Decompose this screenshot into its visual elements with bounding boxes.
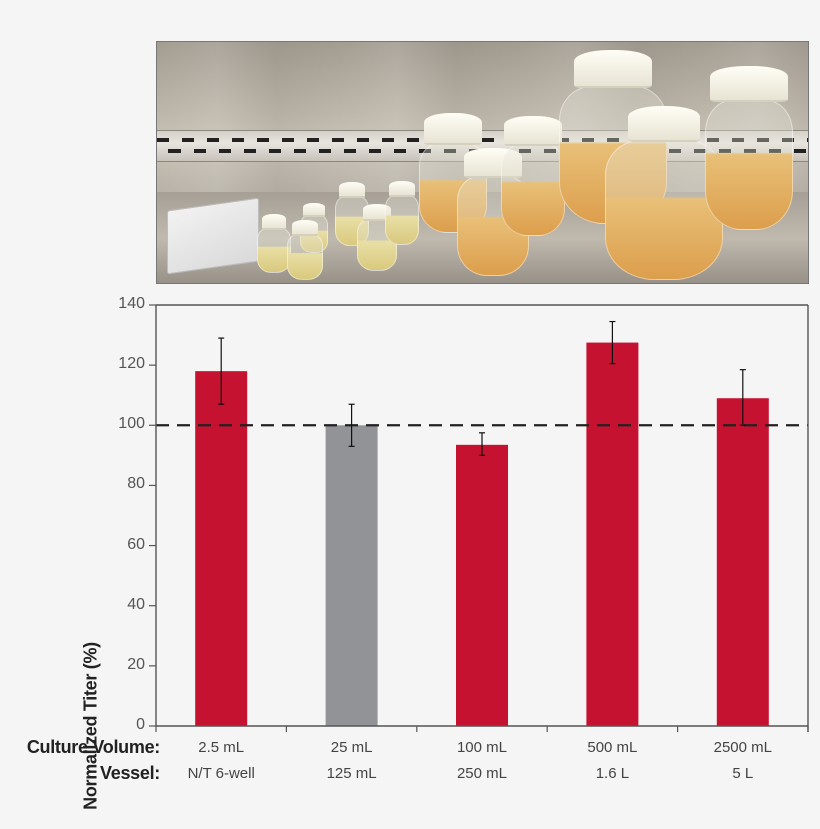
rail-slots-top (157, 138, 808, 142)
culture-flask (605, 106, 723, 280)
flask-cap (710, 66, 788, 102)
flask-body (257, 228, 291, 273)
chart-canvas (149, 304, 809, 732)
culture-flask (287, 220, 323, 280)
bar (716, 398, 769, 726)
culture-flask (501, 116, 565, 236)
bar-chart: Normalized Titer (%) 0 20 40 60 80 100 120 140 … (0, 290, 820, 810)
flask-cap (292, 220, 318, 236)
flask-photo (156, 41, 809, 284)
bar (195, 371, 248, 726)
y-axis-label: Normalized Titer (%) (80, 642, 101, 810)
six-well-plate (167, 197, 259, 275)
flask-cap (262, 214, 286, 230)
flask-body (501, 144, 565, 236)
y-tick-label: 80 (127, 475, 145, 493)
y-tick-label: 120 (118, 355, 145, 373)
vessel-label: N/T 6-well (187, 765, 255, 782)
flask-body (705, 100, 793, 230)
bar (586, 342, 639, 726)
flask-cap (303, 203, 325, 217)
vessel-header: Vessel: (100, 763, 160, 783)
vessel-label: 5 L (732, 765, 754, 782)
flask-cap (628, 106, 700, 142)
culture-volume-label: 2.5 mL (198, 739, 245, 756)
bar (325, 425, 378, 726)
vessel-label: 125 mL (326, 765, 377, 782)
y-tick-label: 100 (118, 415, 145, 433)
flask-cap (424, 113, 482, 145)
culture-volume-header: Culture Volume: (26, 737, 160, 757)
flask-body (385, 195, 419, 245)
flask-body (287, 234, 323, 280)
flask-body (605, 140, 723, 280)
flask-cap (504, 116, 562, 146)
vessel-label: 1.6 L (595, 765, 630, 782)
y-tick-label: 140 (118, 295, 145, 312)
vessel-label: 250 mL (456, 765, 508, 782)
flask-cap (363, 204, 391, 221)
flask-cap (389, 181, 415, 197)
culture-volume-label: 2500 mL (713, 739, 772, 756)
culture-volume-label: 100 mL (456, 739, 508, 756)
flask-cap (574, 50, 652, 88)
culture-flask (385, 181, 419, 245)
y-tick-label: 60 (127, 535, 145, 553)
flask-cap (339, 182, 365, 198)
culture-volume-label: 500 mL (587, 739, 638, 756)
y-tick-label: 0 (136, 716, 145, 733)
y-tick-label: 20 (127, 655, 145, 673)
culture-flask (257, 214, 291, 273)
y-tick-label: 40 (127, 595, 145, 613)
culture-volume-label: 25 mL (330, 739, 373, 756)
bar (456, 444, 508, 726)
culture-flask (705, 66, 793, 230)
